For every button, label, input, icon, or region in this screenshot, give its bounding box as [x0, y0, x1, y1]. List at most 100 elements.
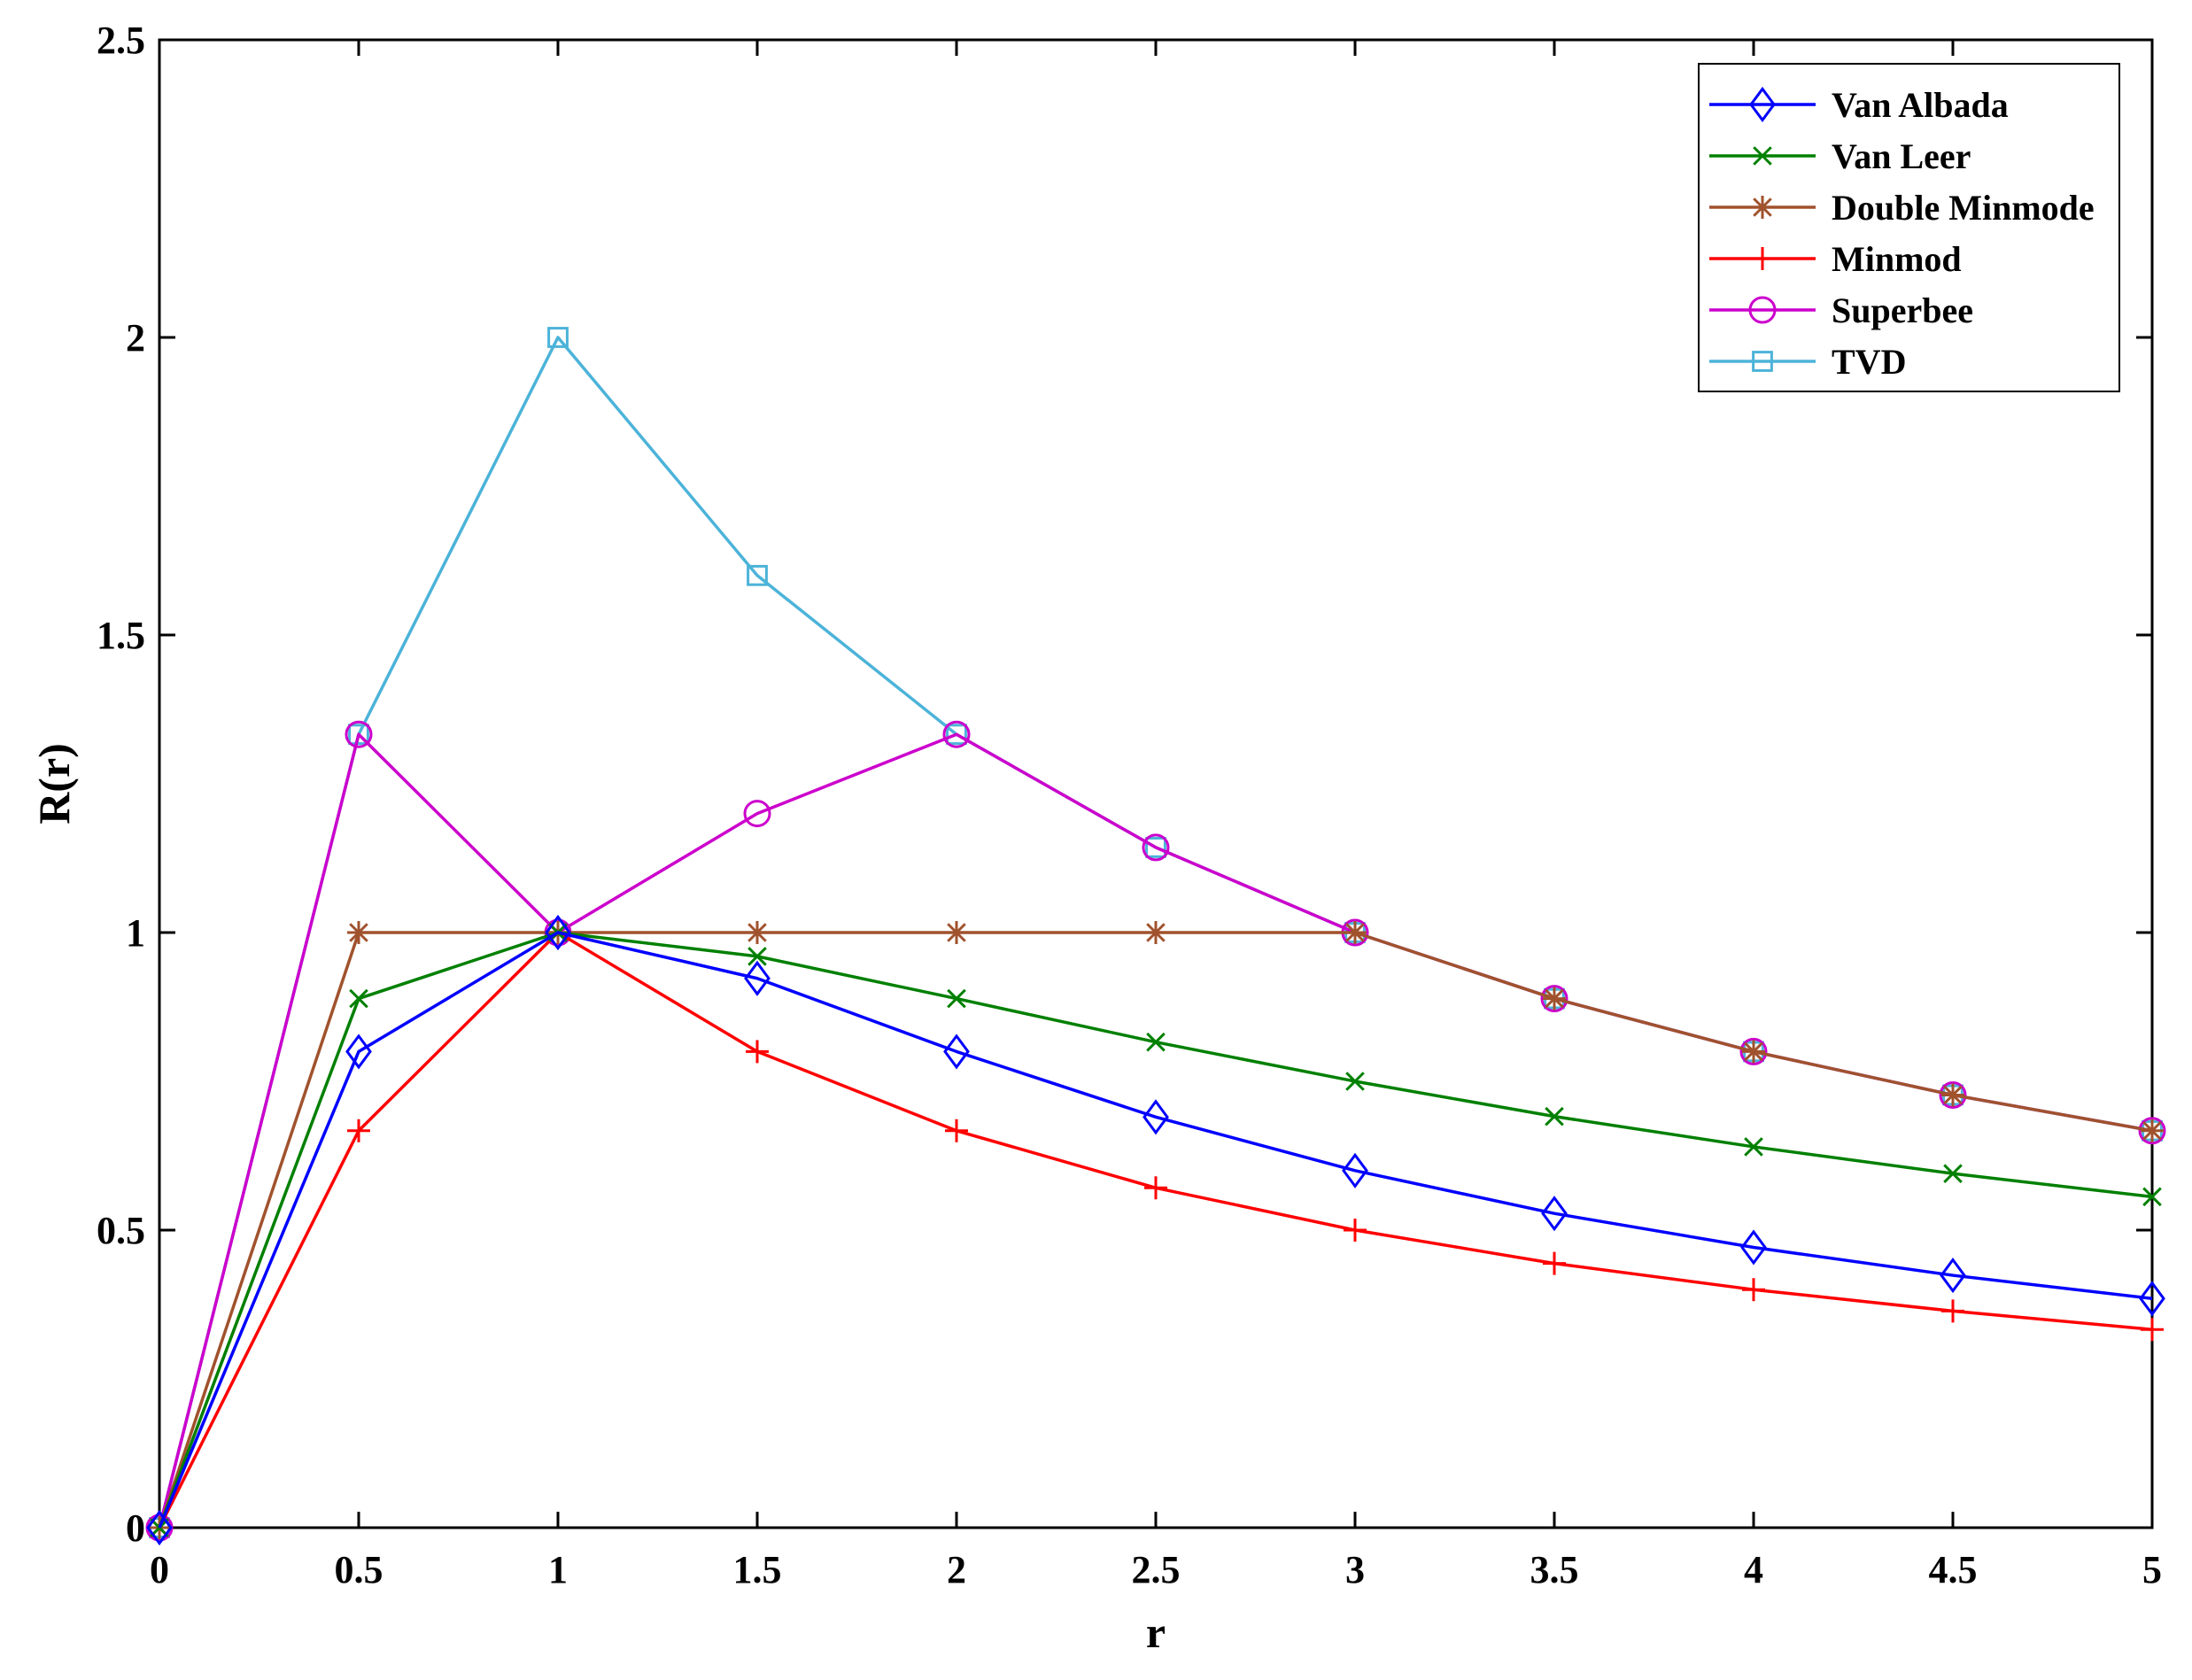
diamond-marker	[1940, 1258, 1966, 1294]
square-marker	[1145, 837, 1166, 858]
x-marker-b	[349, 988, 368, 1009]
marker-asterisk	[347, 921, 370, 944]
marker-plus	[1941, 1299, 1964, 1323]
x-tick-label: 2.5	[1132, 1548, 1181, 1591]
asterisk-marker-b	[2142, 1120, 2162, 1141]
marker-square	[1145, 837, 1166, 858]
marker-plus	[1543, 1251, 1566, 1275]
marker-square	[547, 327, 569, 348]
asterisk-marker-b	[1943, 1085, 1963, 1105]
marker-plus	[1144, 1176, 1167, 1200]
marker-asterisk	[1543, 987, 1566, 1010]
legend-label: Minmod	[1832, 239, 1962, 279]
asterisk-marker-b	[947, 923, 966, 942]
marker-x	[947, 988, 966, 1009]
circle-marker	[1540, 985, 1568, 1013]
marker-plus	[945, 1119, 968, 1142]
marker-diamond	[2139, 1281, 2165, 1317]
legend-label: TVD	[1832, 342, 1906, 382]
marker-x	[1744, 1137, 1763, 1157]
x-tick-label: 2	[947, 1548, 966, 1591]
y-tick-label: 2	[126, 316, 145, 360]
axis-ticks: 0 0.5 1 1.5 2 2.5 3 3.5 4 4.5 5 0 0.5 1 1.5 2 2.5	[97, 19, 2162, 1591]
marker-diamond	[1940, 1258, 1966, 1294]
legend-label: Van Albada	[1832, 85, 2009, 125]
marker-diamond	[943, 1034, 970, 1070]
series-line	[158, 931, 2153, 1529]
circle-marker	[743, 800, 771, 828]
x-marker-b	[1753, 146, 1772, 166]
legend: Van Albada Van Leer Double Minmode Minmod Su…	[1698, 63, 2120, 392]
x-tick-label: 0.5	[335, 1548, 383, 1591]
asterisk-marker-b	[1345, 923, 1365, 942]
diamond-marker	[943, 1034, 970, 1070]
asterisk-marker-b	[1753, 197, 1772, 217]
square-marker	[348, 724, 369, 746]
square-marker	[1752, 351, 1773, 372]
square-marker	[946, 724, 967, 746]
circle-marker	[942, 720, 971, 748]
marker-plus	[2141, 1318, 2164, 1342]
asterisk-marker-b	[1545, 988, 1564, 1009]
series-minmod	[148, 921, 2164, 1539]
marker-diamond	[1749, 86, 1776, 123]
diamond-marker	[545, 914, 571, 951]
asterisk-marker-b	[1146, 923, 1166, 942]
legend-label: Double Minmode	[1832, 188, 2095, 228]
x-marker-b	[747, 947, 767, 966]
marker-circle	[1540, 985, 1568, 1013]
marker-plus	[1751, 247, 1774, 270]
circle-marker	[1739, 1037, 1768, 1065]
legend-entry: Van Leer	[1709, 136, 1971, 176]
x-marker-b	[1744, 1137, 1763, 1157]
diamond-marker	[1541, 1196, 1568, 1232]
diamond-marker	[1342, 1152, 1368, 1188]
marker-asterisk	[1344, 921, 1367, 944]
x-marker-b	[2142, 1187, 2162, 1207]
asterisk-marker-b	[1744, 1041, 1763, 1062]
legend-entry: Minmod	[1709, 239, 1962, 279]
x-tick-label: 4.5	[1929, 1548, 1978, 1591]
circle-marker	[1939, 1080, 1967, 1109]
diamond-marker	[2139, 1281, 2165, 1317]
marker-square	[348, 724, 369, 746]
y-tick-label: 1.5	[97, 614, 145, 657]
marker-x	[1753, 146, 1772, 166]
marker-x	[349, 988, 368, 1009]
marker-diamond	[1740, 1229, 1767, 1266]
x-marker-b	[1545, 1106, 1564, 1126]
x-marker-b	[1146, 1032, 1166, 1052]
marker-circle	[2138, 1117, 2166, 1145]
y-axis-title: R(r)	[29, 743, 79, 825]
x-axis-title: r	[1146, 1607, 1166, 1657]
marker-circle	[942, 720, 971, 748]
marker-asterisk	[945, 921, 968, 944]
marker-circle	[345, 720, 373, 748]
x-tick-label: 1	[548, 1548, 568, 1591]
marker-x	[2142, 1187, 2162, 1207]
marker-x	[1345, 1072, 1365, 1091]
marker-asterisk	[1742, 1040, 1765, 1064]
x-tick-label: 4	[1744, 1548, 1763, 1591]
circle-marker	[1142, 833, 1170, 862]
marker-asterisk	[1941, 1083, 1964, 1107]
marker-diamond	[345, 1034, 372, 1070]
x-marker-b	[947, 988, 966, 1009]
x-marker-b	[1345, 1072, 1365, 1091]
diamond-marker	[1740, 1229, 1767, 1266]
marker-square	[747, 564, 768, 586]
legend-entry: Superbee	[1709, 290, 1973, 330]
diamond-marker	[1142, 1099, 1169, 1135]
marker-plus	[347, 1119, 370, 1142]
diamond-marker	[744, 960, 771, 996]
marker-asterisk	[746, 921, 769, 944]
x-tick-label: 3.5	[1530, 1548, 1579, 1591]
x-tick-label: 1.5	[733, 1548, 782, 1591]
marker-x	[1545, 1106, 1564, 1126]
square-marker	[547, 327, 569, 348]
square-marker	[747, 564, 768, 586]
y-tick-label: 0.5	[97, 1209, 145, 1252]
asterisk-marker-b	[747, 923, 767, 942]
marker-circle	[1739, 1037, 1768, 1065]
